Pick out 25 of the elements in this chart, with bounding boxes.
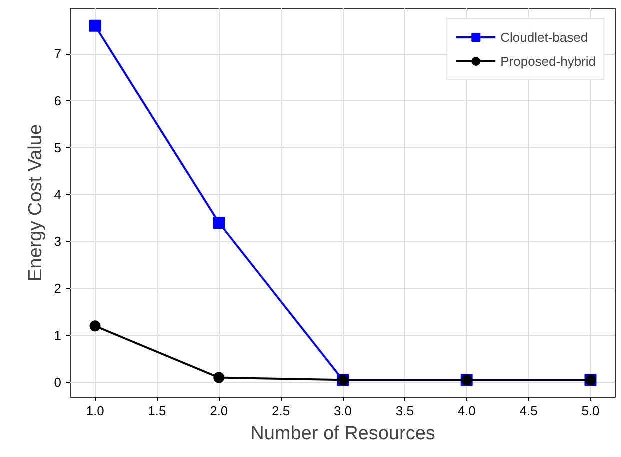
y-tick-label: 5	[54, 140, 62, 156]
y-tick-label: 0	[54, 374, 62, 390]
point	[89, 20, 102, 32]
y-tick-label: 6	[54, 93, 62, 108]
x-axis-title: Number of Resources	[250, 424, 436, 444]
x-tick-label: 5.0	[582, 404, 600, 418]
x-tick-label: 2.5	[272, 404, 290, 418]
y-tick-label: 7	[54, 46, 62, 62]
x-tick-label: 3.0	[334, 404, 352, 418]
point	[214, 372, 225, 384]
x-tick-label: 1.5	[148, 404, 166, 418]
legend-label: Proposed-hybrid	[500, 54, 596, 68]
y-tick-label: 2	[54, 281, 62, 296]
y-axis-title: Energy Cost Value	[25, 124, 46, 282]
legend-label: Cloudlet-based	[500, 30, 588, 44]
point	[90, 320, 101, 332]
x-tick-label: 3.5	[396, 404, 414, 418]
x-tick-label: 4.0	[458, 404, 476, 418]
x-tick-label: 4.5	[520, 404, 538, 418]
y-tick-label: 1	[54, 328, 62, 344]
x-tick-label: 1.0	[86, 404, 104, 418]
y-tick-label: 3	[54, 234, 62, 250]
x-tick-label: 2.0	[210, 404, 228, 418]
point	[213, 216, 226, 229]
y-tick-label: 4	[54, 187, 62, 202]
